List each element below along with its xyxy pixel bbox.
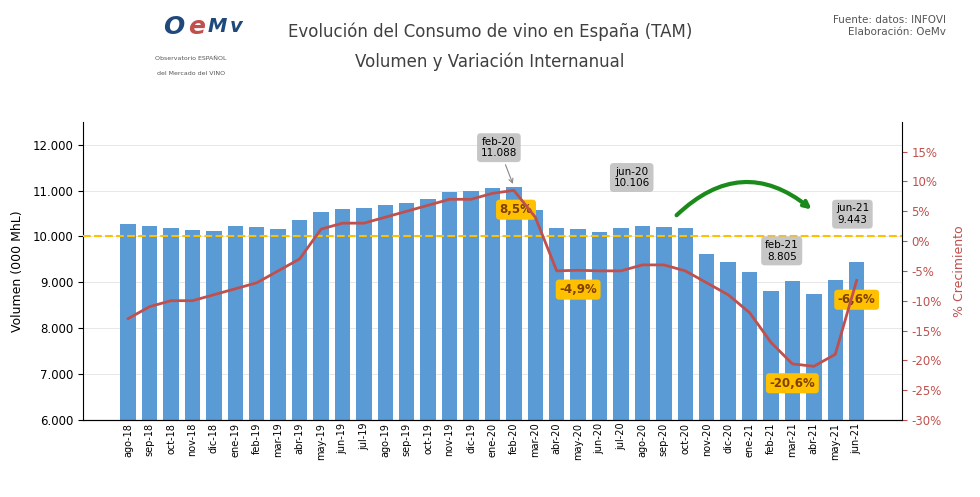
Text: -20,6%: -20,6% <box>769 377 815 390</box>
Text: 8,5%: 8,5% <box>500 203 532 216</box>
Bar <box>270 229 286 497</box>
Text: Interprofesional del: Interprofesional del <box>28 11 104 20</box>
Bar <box>720 262 736 497</box>
Bar <box>657 227 671 497</box>
Bar <box>335 209 350 497</box>
Bar <box>249 227 265 497</box>
Y-axis label: Volumen (000 MhL): Volumen (000 MhL) <box>12 210 24 331</box>
Text: Fuente: datos: INFOVI
Elaboración: OeMv: Fuente: datos: INFOVI Elaboración: OeMv <box>833 15 946 36</box>
Bar <box>527 210 543 497</box>
Text: -4,9%: -4,9% <box>560 283 597 296</box>
Text: O: O <box>163 15 184 39</box>
Text: VINO DE: VINO DE <box>24 31 108 49</box>
Bar <box>785 281 800 497</box>
Bar <box>142 226 158 497</box>
Text: v: v <box>229 17 242 36</box>
Text: del Mercado del VINO: del Mercado del VINO <box>157 71 225 76</box>
Bar <box>592 232 608 497</box>
Bar <box>356 208 371 497</box>
Bar <box>121 224 136 497</box>
Bar <box>549 228 564 497</box>
Bar <box>377 205 393 497</box>
Text: Evolución del Consumo de vino en España (TAM): Evolución del Consumo de vino en España … <box>288 22 692 41</box>
Text: ESPAÑA: ESPAÑA <box>26 55 106 74</box>
Text: Volumen y Variación Internanual: Volumen y Variación Internanual <box>356 52 624 71</box>
Bar <box>399 203 415 497</box>
Bar <box>206 232 221 497</box>
Text: e: e <box>188 15 206 39</box>
Bar <box>227 226 243 497</box>
Text: feb-21
8.805: feb-21 8.805 <box>764 240 799 262</box>
Text: feb-20
11.088: feb-20 11.088 <box>481 137 517 183</box>
Bar <box>613 228 629 497</box>
Bar <box>699 254 714 497</box>
Bar <box>464 190 479 497</box>
Text: M: M <box>208 17 226 36</box>
Bar <box>807 294 821 497</box>
Bar <box>420 199 436 497</box>
Bar <box>763 291 779 497</box>
Bar <box>635 226 650 497</box>
Text: Observatorio ESPAÑOL: Observatorio ESPAÑOL <box>156 56 226 61</box>
Bar <box>742 272 758 497</box>
Bar <box>485 188 500 497</box>
Bar <box>185 231 200 497</box>
Y-axis label: % Crecimiento: % Crecimiento <box>953 225 966 317</box>
Bar <box>292 220 308 497</box>
Text: -6,6%: -6,6% <box>838 293 875 306</box>
Bar <box>570 229 586 497</box>
Bar <box>677 228 693 497</box>
Bar <box>442 192 458 497</box>
Bar <box>164 228 178 497</box>
Bar <box>849 262 864 497</box>
Bar <box>314 212 328 497</box>
Bar <box>506 186 521 497</box>
Text: jun-21
9.443: jun-21 9.443 <box>836 203 869 225</box>
Text: jun-20
10.106: jun-20 10.106 <box>613 166 650 188</box>
Bar <box>827 280 843 497</box>
